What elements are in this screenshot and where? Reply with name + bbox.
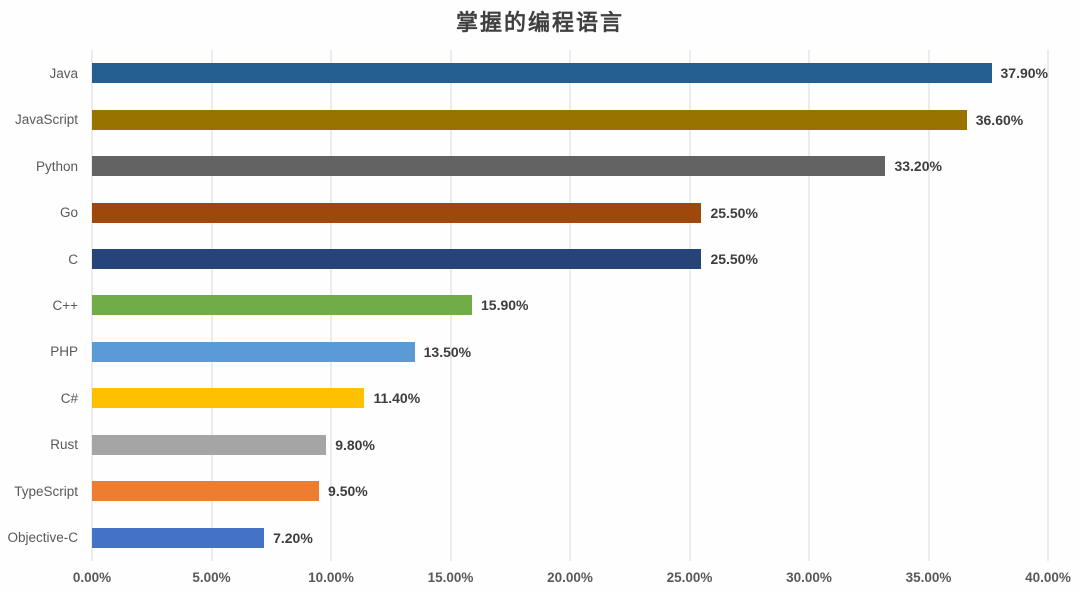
category-label: C++ <box>52 297 78 313</box>
bar-row: Objective-C 7.20% <box>7 515 1048 561</box>
plot-area: Java 37.90% JavaScript 36.60% Python 33.20% Go… <box>7 50 1071 585</box>
bar-row: Java 37.90% <box>49 50 1048 96</box>
value-label: 33.20% <box>894 158 942 175</box>
bar-row: Python 33.20% <box>36 143 1048 189</box>
x-tick-label: 40.00% <box>1025 570 1071 585</box>
x-tick-label: 35.00% <box>905 570 952 585</box>
gridline <box>1047 50 1049 561</box>
bar-rows: Java 37.90% JavaScript 36.60% Python 33.20% Go… <box>7 50 1048 561</box>
x-tick-label: 15.00% <box>427 570 474 585</box>
x-tick-label: 5.00% <box>192 570 231 585</box>
value-label: 9.80% <box>335 436 375 453</box>
value-label: 11.40% <box>373 390 421 407</box>
value-label: 13.50% <box>423 343 472 360</box>
bar <box>92 434 327 455</box>
bar <box>92 388 365 409</box>
x-tick-label: 30.00% <box>786 570 832 585</box>
value-label: 25.50% <box>710 251 758 268</box>
chart-title: 掌握的编程语言 <box>455 10 624 35</box>
bar-row: Rust 9.80% <box>50 422 1048 468</box>
category-label: PHP <box>50 344 78 360</box>
bar-row: C# 11.40% <box>61 375 1048 421</box>
category-label: TypeScript <box>14 483 78 499</box>
bar <box>92 527 265 548</box>
value-label: 37.90% <box>1000 65 1048 82</box>
category-label: C <box>68 251 78 267</box>
bar-row: JavaScript 36.60% <box>15 96 1048 142</box>
bar <box>92 481 320 502</box>
x-tick-label: 10.00% <box>308 570 354 585</box>
category-label: JavaScript <box>14 112 78 128</box>
category-label: C# <box>60 390 78 406</box>
bar <box>92 202 702 223</box>
gridline <box>569 50 571 561</box>
value-label: 36.60% <box>975 111 1024 128</box>
category-label: Go <box>59 205 78 221</box>
bar <box>92 249 702 270</box>
gridline <box>689 50 690 561</box>
category-label: Rust <box>50 437 78 453</box>
bar <box>92 295 472 316</box>
category-label: Objective-C <box>7 530 78 546</box>
bar <box>92 109 967 130</box>
bar <box>92 63 992 84</box>
bar <box>92 341 415 362</box>
value-label: 9.50% <box>328 483 368 500</box>
x-tick-label: 20.00% <box>547 570 593 585</box>
bar-row: PHP 13.50% <box>50 329 1048 375</box>
bar-row: C 25.50% <box>68 236 1048 282</box>
gridline <box>808 50 810 561</box>
category-label: Python <box>35 158 78 174</box>
x-tick-label: 0.00% <box>72 570 112 585</box>
x-tick-label: 25.00% <box>666 570 713 585</box>
category-label: Java <box>49 65 78 81</box>
x-axis: 0.00% 5.00% 10.00% 15.00% 20.00% 25.00% 30.00%… <box>73 561 1071 592</box>
bar-row: Go 25.50% <box>60 189 1048 235</box>
bar-row: TypeScript 9.50% <box>14 468 1048 514</box>
gridline <box>928 50 929 561</box>
bar-row: C++ 15.90% <box>52 282 1048 328</box>
value-label: 15.90% <box>481 297 529 314</box>
value-label: 7.20% <box>273 529 313 546</box>
bar <box>92 156 886 177</box>
value-label: 25.50% <box>710 204 758 221</box>
